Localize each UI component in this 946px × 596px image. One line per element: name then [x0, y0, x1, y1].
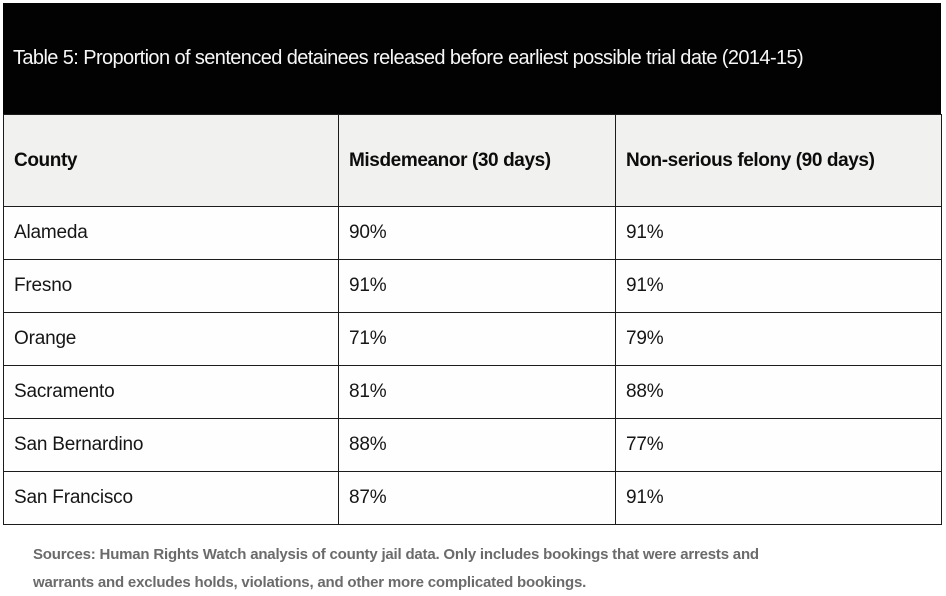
misdemeanor-cell: 71% [338, 312, 616, 366]
county-cell: Orange [3, 312, 339, 366]
table-title-bar: Table 5: Proportion of sentenced detaine… [3, 3, 941, 114]
felony-cell: 77% [615, 418, 942, 472]
column-header-misdemeanor: Misdemeanor (30 days) [338, 114, 616, 207]
felony-cell: 79% [615, 312, 942, 366]
county-cell: Fresno [3, 259, 339, 313]
table-row: Sacramento 81% 88% [3, 365, 942, 419]
misdemeanor-cell: 87% [338, 471, 616, 525]
table-row: Alameda 90% 91% [3, 206, 942, 260]
table-row: San Bernardino 88% 77% [3, 418, 942, 472]
source-note-line2: warrants and excludes holds, violations,… [33, 574, 587, 591]
misdemeanor-cell: 91% [338, 259, 616, 313]
felony-cell: 91% [615, 471, 942, 525]
table-row: Fresno 91% 91% [3, 259, 942, 313]
misdemeanor-cell: 88% [338, 418, 616, 472]
misdemeanor-cell: 90% [338, 206, 616, 260]
table-title: Table 5: Proportion of sentenced detaine… [13, 47, 804, 69]
county-cell: Alameda [3, 206, 339, 260]
column-header-county: County [3, 114, 339, 207]
table-row: Orange 71% 79% [3, 312, 942, 366]
felony-cell: 91% [615, 259, 942, 313]
felony-cell: 88% [615, 365, 942, 419]
detainees-release-table: County Misdemeanor (30 days) Non-serious… [3, 114, 942, 525]
felony-cell: 91% [615, 206, 942, 260]
county-cell: Sacramento [3, 365, 339, 419]
table-header-row: County Misdemeanor (30 days) Non-serious… [3, 114, 942, 207]
misdemeanor-cell: 81% [338, 365, 616, 419]
table-row: San Francisco 87% 91% [3, 471, 942, 525]
source-note-line1: Sources: Human Rights Watch analysis of … [33, 546, 759, 563]
column-header-felony: Non-serious felony (90 days) [615, 114, 942, 207]
county-cell: San Francisco [3, 471, 339, 525]
county-cell: San Bernardino [3, 418, 339, 472]
source-note: Sources: Human Rights Watch analysis of … [3, 525, 943, 596]
